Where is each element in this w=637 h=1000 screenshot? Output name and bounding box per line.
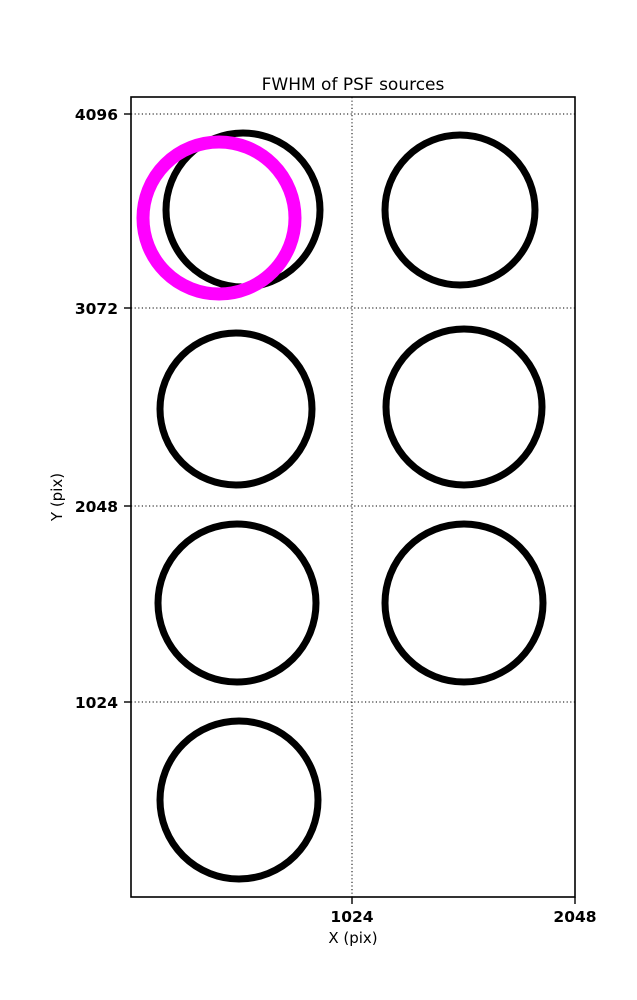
y-tick-label-2048: 2048: [75, 498, 118, 516]
y-tick-label-3072: 3072: [75, 300, 118, 318]
plot-area-background: [131, 97, 575, 897]
source-markers: [154, 129, 547, 883]
source-circle: [381, 520, 547, 686]
flagged-source-marker: [136, 135, 302, 301]
source-circle: [382, 325, 546, 489]
x-tick-label-2048: 2048: [553, 908, 596, 926]
x-tick-label-1024: 1024: [330, 908, 373, 926]
page-title: FWHM of PSF sources: [262, 75, 445, 95]
source-circle: [156, 329, 316, 489]
x-axis-label: X (pix): [328, 929, 377, 947]
y-axis-label: Y (pix): [48, 473, 66, 522]
plot-frame: [130, 96, 576, 898]
source-circle: [156, 717, 322, 883]
y-tick-marks: [124, 113, 131, 703]
y-tick-label-1024: 1024: [75, 694, 118, 712]
x-tick-marks: [351, 897, 576, 904]
y-tick-label-4096: 4096: [75, 106, 118, 124]
highlight-circle: [136, 135, 302, 301]
source-circle: [154, 520, 320, 686]
source-circle: [381, 131, 539, 289]
